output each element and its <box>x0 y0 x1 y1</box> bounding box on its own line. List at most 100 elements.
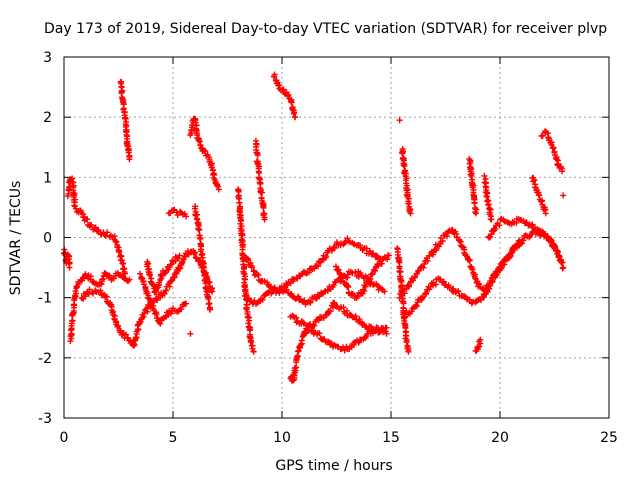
data-point <box>559 168 566 175</box>
data-point <box>352 313 359 320</box>
data-point <box>118 88 125 95</box>
data-point <box>197 141 204 148</box>
data-point <box>385 252 392 259</box>
data-point <box>430 251 437 258</box>
data-point <box>287 280 294 287</box>
data-point <box>178 306 185 313</box>
x-tick-label: 5 <box>169 430 178 446</box>
data-point <box>340 274 346 281</box>
data-point <box>154 297 161 303</box>
data-point <box>97 287 104 294</box>
data-point <box>145 260 152 267</box>
data-points <box>60 71 567 384</box>
data-point <box>335 266 342 273</box>
y-tick-label: 1 <box>43 170 52 186</box>
data-point <box>407 210 414 217</box>
data-point <box>383 324 390 331</box>
data-point <box>560 264 567 271</box>
data-point <box>168 310 174 317</box>
data-point <box>560 192 567 199</box>
data-point <box>496 222 503 229</box>
data-point <box>261 216 268 223</box>
data-point <box>242 276 248 283</box>
data-point <box>283 287 290 293</box>
data-point <box>477 336 484 343</box>
data-point <box>176 252 183 259</box>
data-point <box>196 227 203 234</box>
data-point <box>254 152 261 159</box>
data-point <box>446 284 453 291</box>
data-point <box>368 251 375 258</box>
data-point <box>370 250 377 257</box>
data-point <box>241 293 248 299</box>
data-point <box>295 293 302 300</box>
data-point <box>327 308 334 315</box>
data-point <box>555 160 562 167</box>
data-point <box>473 210 479 217</box>
data-point <box>439 238 446 244</box>
plot-frame <box>63 56 610 419</box>
data-point <box>481 172 488 179</box>
data-point <box>69 178 76 185</box>
data-point <box>468 173 475 180</box>
data-point <box>168 278 175 284</box>
y-tick-label: 2 <box>43 110 52 126</box>
data-point <box>250 348 257 355</box>
data-point <box>310 321 317 328</box>
data-point <box>317 259 324 266</box>
data-point <box>433 247 440 254</box>
data-point <box>548 237 555 244</box>
data-point <box>483 285 489 292</box>
data-point <box>476 343 483 350</box>
data-point <box>369 271 376 278</box>
data-point <box>362 283 369 290</box>
data-point <box>122 331 129 338</box>
data-point <box>271 73 278 80</box>
data-point <box>542 210 549 217</box>
data-point <box>205 301 212 307</box>
data-point <box>344 271 351 278</box>
data-point <box>157 320 164 327</box>
data-point <box>161 270 168 277</box>
data-point <box>248 264 255 271</box>
data-point <box>498 265 505 272</box>
data-point <box>260 204 267 211</box>
data-point <box>257 179 264 186</box>
data-point <box>368 323 374 330</box>
data-point <box>140 313 147 320</box>
data-point <box>147 299 154 306</box>
y-tick-label: 0 <box>43 231 52 247</box>
data-point <box>66 264 73 271</box>
data-point <box>207 306 214 313</box>
data-point <box>553 154 560 161</box>
data-point <box>405 348 412 355</box>
x-tick-label: 20 <box>491 430 509 446</box>
y-tick-label: 3 <box>43 50 52 66</box>
data-point <box>399 149 406 155</box>
data-point <box>476 296 483 303</box>
data-point <box>106 272 113 279</box>
data-point <box>456 237 463 244</box>
data-point <box>372 328 379 335</box>
data-point <box>477 297 484 304</box>
y-tick-label: -1 <box>38 291 52 307</box>
data-point <box>112 238 119 245</box>
data-point <box>552 243 558 250</box>
data-point <box>400 162 407 169</box>
data-point <box>487 278 494 285</box>
data-point <box>72 205 79 212</box>
data-point <box>116 249 123 255</box>
data-point <box>254 271 261 278</box>
data-point <box>292 114 299 121</box>
data-point <box>550 145 557 152</box>
data-point <box>455 288 462 295</box>
data-point <box>381 288 388 295</box>
data-point <box>288 99 295 106</box>
data-point <box>183 300 190 307</box>
x-axis-label: GPS time / hours <box>275 458 392 474</box>
data-point <box>147 272 153 278</box>
data-point <box>95 227 102 233</box>
x-tick-label: 25 <box>600 430 618 446</box>
data-point <box>311 322 318 329</box>
